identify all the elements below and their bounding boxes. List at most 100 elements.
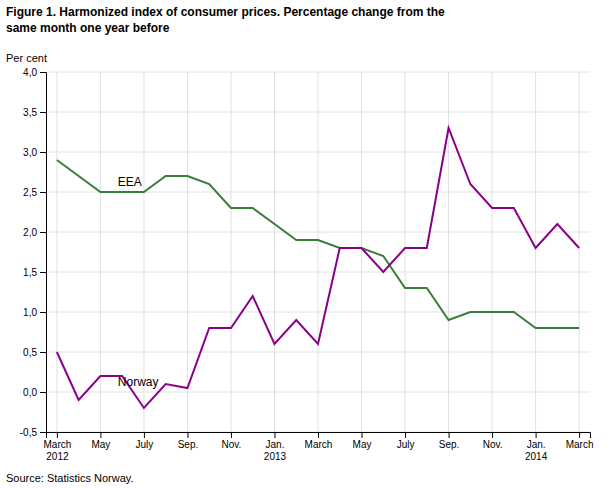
tick-mark: [40, 272, 46, 273]
tick-label: 3,0: [23, 147, 37, 158]
tick: 2,5: [23, 187, 46, 198]
tick-label: 0,0: [23, 387, 37, 398]
series-line: [57, 160, 579, 328]
tick: May: [353, 432, 372, 450]
tick: July: [136, 432, 154, 450]
tick-mark: [40, 432, 46, 433]
tick-mark: [318, 432, 319, 438]
grid-line: [56, 72, 57, 432]
grid-line: [187, 72, 188, 432]
tick-mark: [40, 192, 46, 193]
grid-line: [579, 72, 580, 432]
tick-mark: [40, 392, 46, 393]
tick-label-line: July: [397, 439, 415, 450]
tick-mark: [40, 152, 46, 153]
tick-label: Sep.: [178, 439, 199, 450]
tick-label-line: Sep.: [439, 439, 460, 450]
title-line: same month one year before: [6, 21, 170, 35]
grid-line: [230, 72, 231, 432]
tick-mark: [405, 432, 406, 438]
tick-mark: [187, 432, 188, 438]
tick-label-line: May: [91, 439, 110, 450]
source: Source: Statistics Norway.: [6, 472, 134, 484]
tick-label: May: [91, 439, 110, 450]
tick: -0,5: [20, 427, 46, 438]
tick-label-line: Sep.: [178, 439, 199, 450]
tick-label: -0,5: [20, 427, 38, 438]
tick: 3,5: [23, 107, 46, 118]
grid-line: [318, 72, 319, 432]
tick-mark: [40, 112, 46, 113]
tick: 0,0: [23, 387, 46, 398]
y-axis: -0,5 0,0 0,5 1,0 1,5 2,0 2,5 3,0 3,5 4,0: [20, 67, 47, 438]
tick-label: Jan.2013: [264, 439, 287, 462]
tick: Sep.: [178, 432, 199, 450]
tick: 2,0: [23, 227, 46, 238]
x-axis: March2012MayJulySep.Nov.Jan.2013MarchMay…: [43, 432, 593, 462]
tick-label: March: [566, 439, 594, 450]
tick-mark: [362, 432, 363, 438]
tick-label: 1,5: [23, 267, 37, 278]
tick-label: Nov.: [483, 439, 503, 450]
tick-mark: [40, 352, 46, 353]
tick-label: 4,0: [23, 67, 37, 78]
tick-label-line: March: [566, 439, 594, 450]
grid-line: [535, 72, 536, 432]
y-axis-label: Per cent: [6, 52, 47, 64]
tick: 0,5: [23, 347, 46, 358]
tick-label: July: [136, 439, 154, 450]
tick-label: 2,0: [23, 227, 37, 238]
grid-line: [492, 72, 493, 432]
tick: Jan.2013: [264, 432, 287, 462]
chart: Figure 1. Harmonized index of consumer p…: [0, 0, 610, 488]
tick-mark: [492, 432, 493, 438]
annotations: EEANorway: [118, 175, 159, 388]
tick-mark: [449, 432, 450, 438]
tick: Nov.: [222, 432, 242, 450]
tick-label-line: July: [136, 439, 154, 450]
tick-label-line: Nov.: [483, 439, 503, 450]
tick: 1,0: [23, 307, 46, 318]
tick-label-line: Nov.: [222, 439, 242, 450]
tick: 3,0: [23, 147, 46, 158]
tick-label: May: [353, 439, 372, 450]
tick-label: 1,0: [23, 307, 37, 318]
tick-label: 2,5: [23, 187, 37, 198]
tick-label: 0,5: [23, 347, 37, 358]
tick-label-line: March: [305, 439, 333, 450]
tick-mark: [144, 432, 145, 438]
tick-label-line: Jan.: [527, 439, 546, 450]
grid-line: [274, 72, 275, 432]
tick-label: March: [305, 439, 333, 450]
tick-mark: [579, 432, 580, 438]
axis-line: [47, 433, 591, 439]
tick-mark: [57, 432, 58, 438]
annotation: Norway: [118, 375, 159, 389]
title: Figure 1. Harmonized index of consumer p…: [6, 5, 445, 35]
tick-mark: [231, 432, 232, 438]
tick-label-line: 2013: [264, 451, 287, 462]
tick-label-line: May: [353, 439, 372, 450]
lines: [57, 128, 579, 408]
tick-mark: [100, 432, 101, 438]
tick-label: July: [397, 439, 415, 450]
grid-line: [100, 72, 101, 432]
tick: March2012: [43, 432, 71, 462]
tick-label: Jan.2014: [525, 439, 548, 462]
tick: Nov.: [483, 432, 503, 450]
tick-label-line: 2012: [46, 451, 69, 462]
plot: -0,50,00,51,01,52,02,53,03,54,0March2012…: [20, 67, 594, 462]
tick-label-line: 2014: [525, 451, 548, 462]
series-line: [57, 128, 579, 408]
axis-line: [40, 73, 47, 433]
grid: [46, 72, 590, 432]
tick-label: Sep.: [439, 439, 460, 450]
tick-mark: [40, 72, 46, 73]
tick-mark: [274, 432, 275, 438]
tick: July: [397, 432, 415, 450]
tick: May: [91, 432, 110, 450]
tick-mark: [40, 232, 46, 233]
tick: March: [566, 432, 594, 450]
grid-line: [361, 72, 362, 432]
tick-label: Nov.: [222, 439, 242, 450]
